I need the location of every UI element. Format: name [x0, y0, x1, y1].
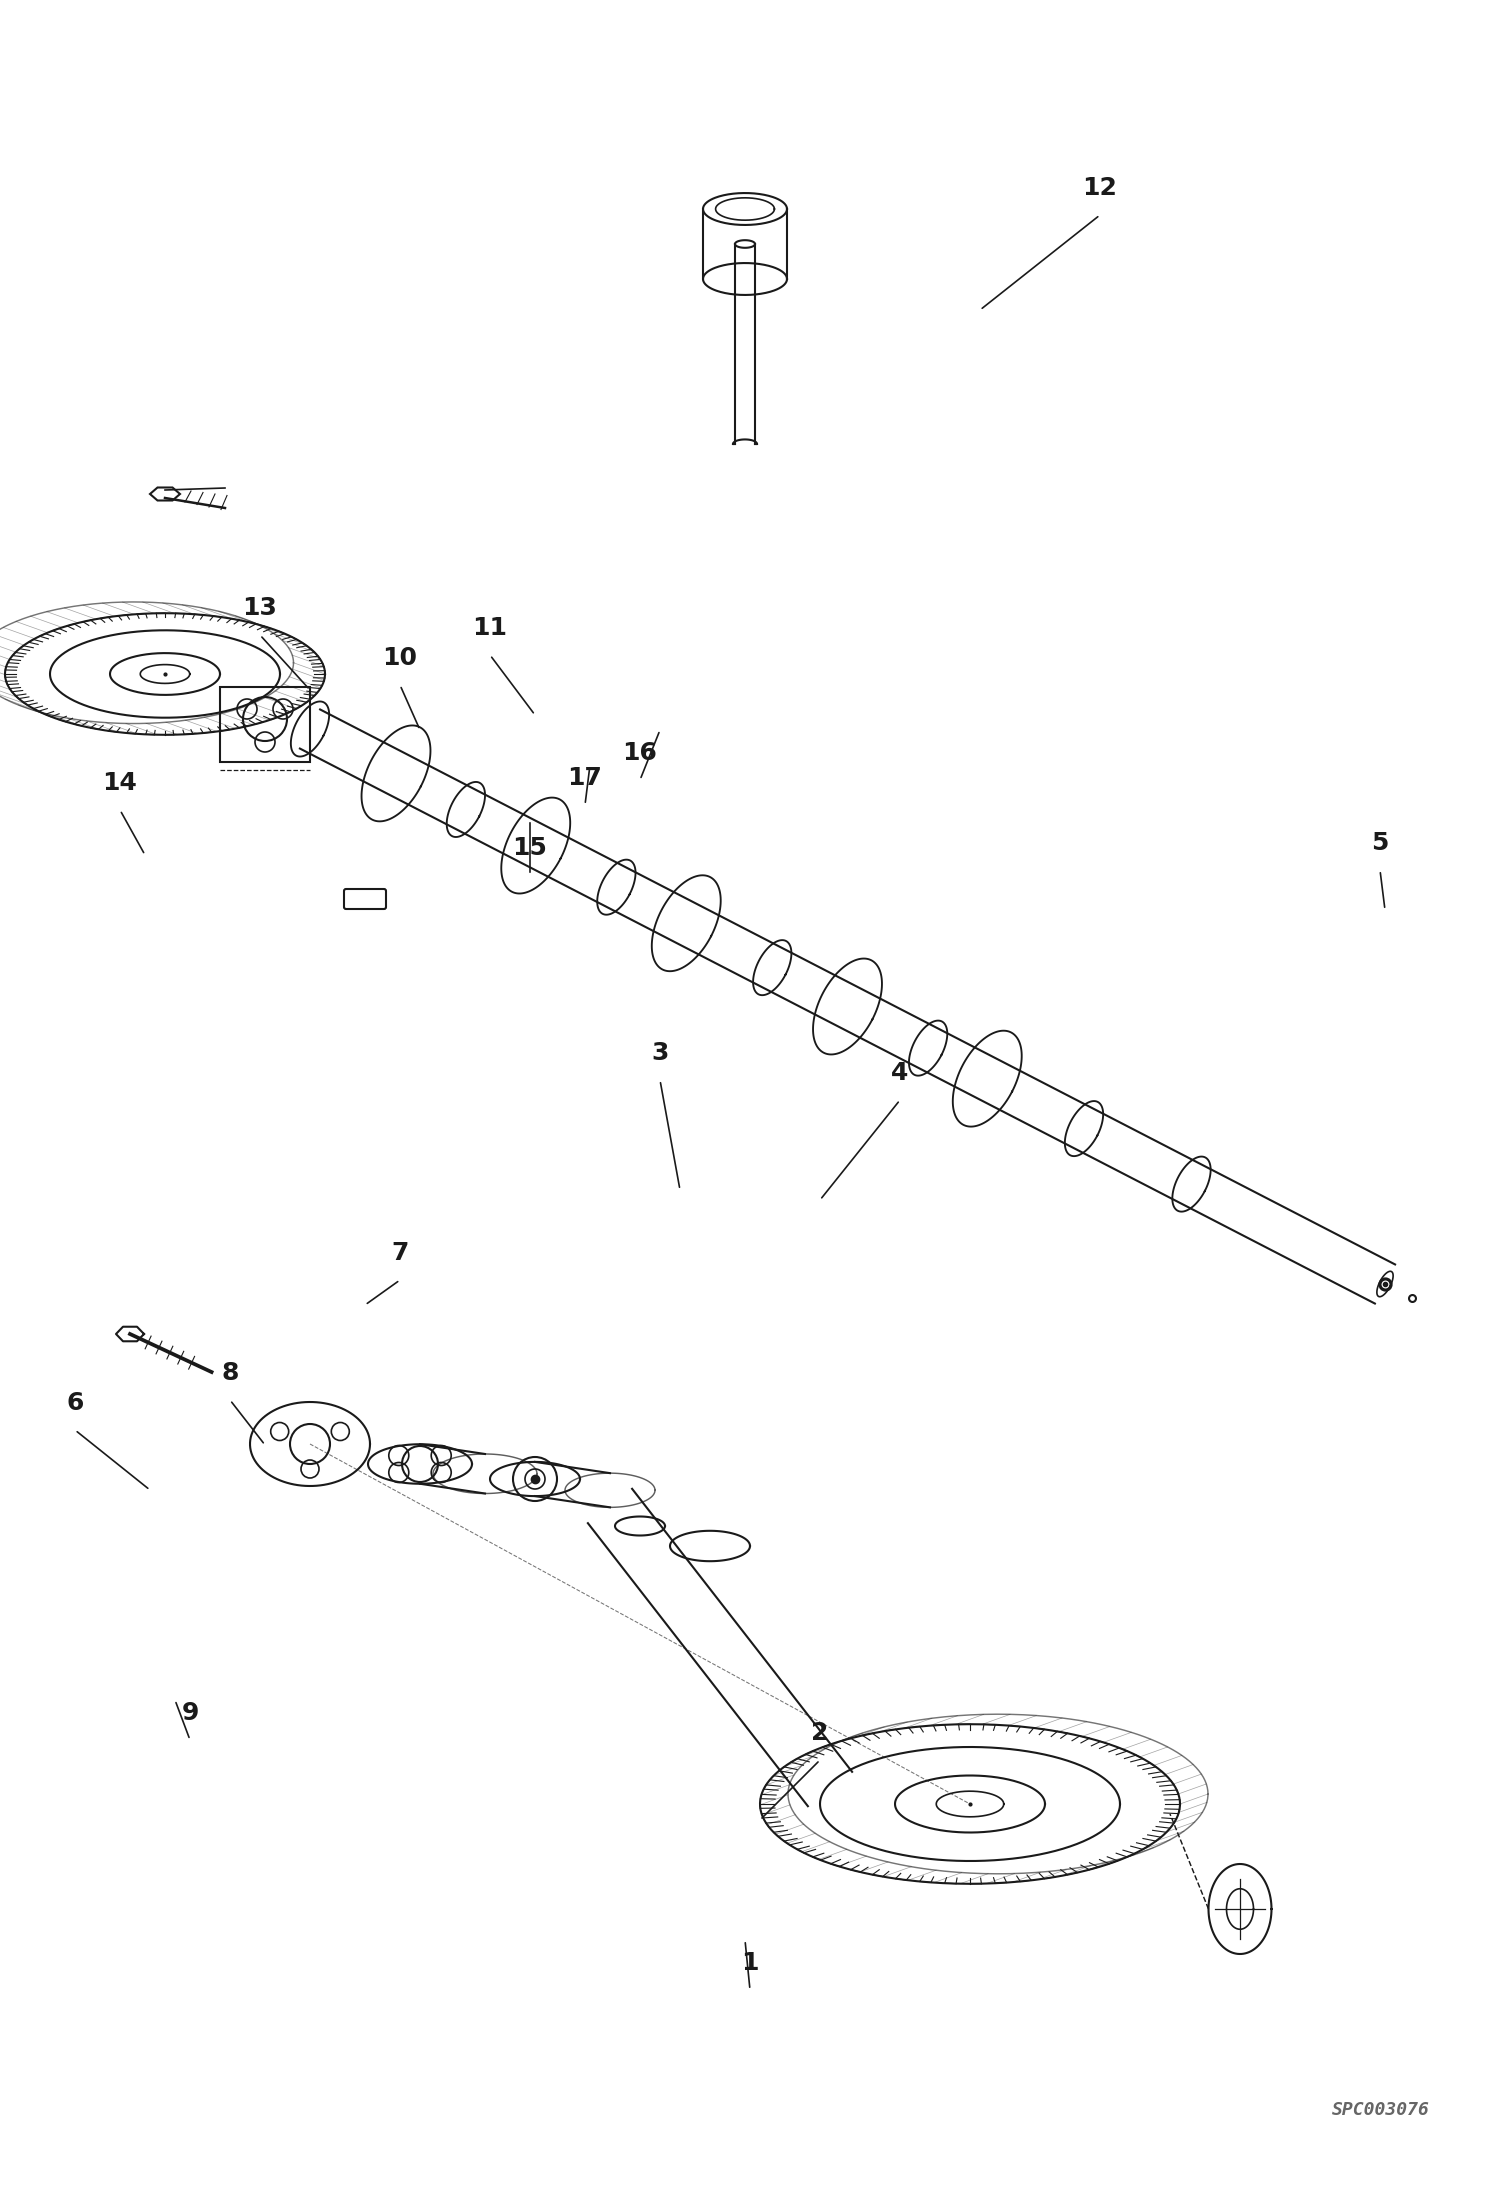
- Text: 10: 10: [382, 645, 418, 669]
- Bar: [220, 687, 310, 761]
- Text: 6: 6: [66, 1391, 84, 1415]
- Text: 1: 1: [742, 1950, 759, 1975]
- FancyBboxPatch shape: [345, 889, 386, 908]
- Text: 3: 3: [652, 1040, 668, 1064]
- Text: 13: 13: [243, 597, 277, 621]
- Text: 5: 5: [1371, 832, 1389, 856]
- Text: 12: 12: [1083, 176, 1118, 200]
- Text: 7: 7: [391, 1242, 409, 1266]
- Text: 14: 14: [102, 770, 138, 794]
- Text: 16: 16: [623, 742, 658, 766]
- Text: 11: 11: [472, 617, 508, 641]
- Text: 15: 15: [512, 836, 547, 860]
- Text: 4: 4: [891, 1062, 909, 1086]
- Text: SPC003076: SPC003076: [1332, 2102, 1431, 2119]
- Text: 8: 8: [222, 1360, 238, 1384]
- Text: 17: 17: [568, 766, 602, 790]
- Text: 2: 2: [812, 1720, 828, 1744]
- Text: 9: 9: [181, 1700, 199, 1724]
